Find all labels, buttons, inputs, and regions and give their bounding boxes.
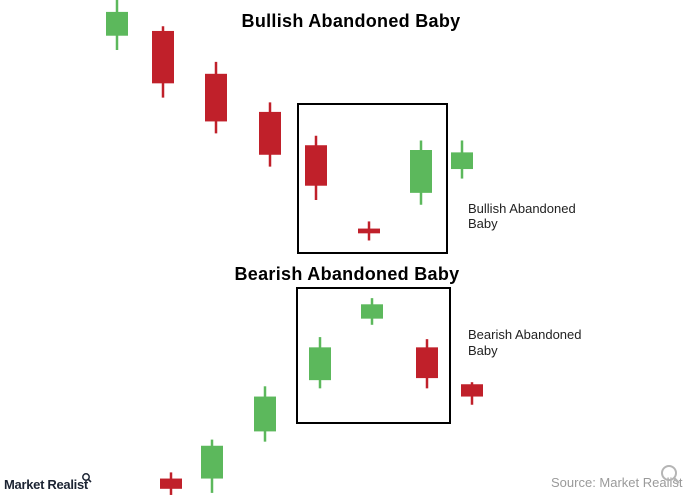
bullish-pattern-frame xyxy=(297,103,448,254)
candle-body xyxy=(160,478,182,489)
candle-body xyxy=(152,30,174,84)
bullish-candles xyxy=(106,0,473,241)
candle-body xyxy=(305,145,327,186)
bearish-candle-5 xyxy=(361,298,383,325)
bearish-candle-3 xyxy=(254,386,276,442)
candle-body xyxy=(201,445,223,479)
bullish-candle-8 xyxy=(451,140,473,179)
bearish-panel: Bearish Abandoned Baby Bearish Abandoned… xyxy=(160,264,581,495)
candle-body xyxy=(259,111,281,155)
candle-body xyxy=(461,384,483,397)
candle-body xyxy=(358,228,380,234)
bearish-title: Bearish Abandoned Baby xyxy=(235,264,460,284)
bearish-candle-4 xyxy=(309,337,331,389)
bullish-candle-1 xyxy=(106,0,128,50)
candle-body xyxy=(451,152,473,170)
bearish-candle-2 xyxy=(201,439,223,493)
watermark-magnifier-icon xyxy=(661,465,680,484)
candle-body xyxy=(254,396,276,432)
bullish-candle-6 xyxy=(358,221,380,241)
candle-body xyxy=(410,150,432,193)
candle-body xyxy=(205,73,227,122)
market-realist-logo: Market Realist xyxy=(4,477,89,492)
bearish-annotation-line2: Baby xyxy=(468,343,498,358)
candle-body xyxy=(309,347,331,381)
footer: Market Realist Source: Market Realist xyxy=(4,465,683,492)
bearish-candle-7 xyxy=(461,382,483,405)
bullish-annotation-line1: Bullish Abandoned xyxy=(468,201,576,216)
bullish-candle-5 xyxy=(305,135,327,200)
candle-body xyxy=(361,304,383,319)
bullish-panel: Bullish Abandoned Baby Bullish Abandoned… xyxy=(106,0,576,254)
bearish-candles xyxy=(160,298,483,495)
bullish-candle-2 xyxy=(152,26,174,98)
bullish-candle-7 xyxy=(410,140,432,205)
candle-body xyxy=(106,11,128,36)
bullish-candle-4 xyxy=(259,102,281,167)
bullish-annotation-line2: Baby xyxy=(468,216,498,231)
candle-body xyxy=(416,347,438,379)
bearish-candle-6 xyxy=(416,339,438,389)
source-credit: Source: Market Realist xyxy=(551,475,683,490)
bearish-pattern-frame xyxy=(296,287,451,424)
bearish-annotation-line1: Bearish Abandoned xyxy=(468,327,581,342)
bearish-candle-1 xyxy=(160,472,182,495)
magnifier-icon xyxy=(82,473,92,483)
bullish-candle-3 xyxy=(205,61,227,134)
bullish-title: Bullish Abandoned Baby xyxy=(242,11,461,31)
